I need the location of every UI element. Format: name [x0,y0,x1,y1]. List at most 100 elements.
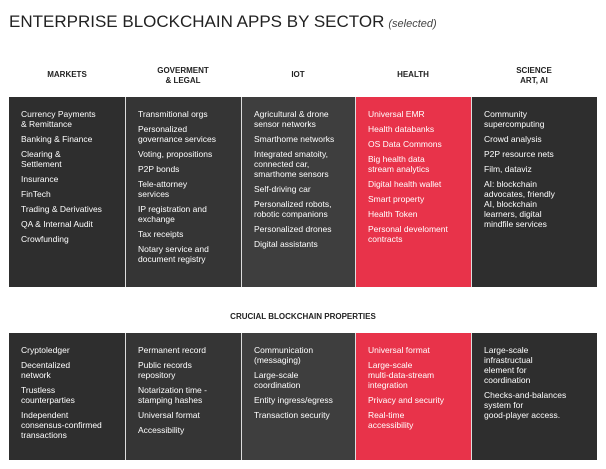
header-line: ART, AI [520,76,548,85]
properties-panel: Cryptoledger Decentalized network Trustless… [9,333,597,460]
item-line: Health Token [368,209,418,219]
item-line: IP registration and [138,204,207,214]
list-item: Big health data stream analytics [368,154,467,174]
item-line: Communication [254,345,314,355]
list-item: P2P resource nets [484,149,593,159]
column: Large-scale infrastructual element for coor… [471,333,597,460]
column: Universal EMR Health databanks OS Data Com… [355,97,471,287]
item-line: transactions [21,430,67,440]
item-line: (messaging) [254,355,301,365]
item-line: Digital health wallet [368,179,442,189]
list-item: Universal EMR [368,109,467,119]
item-line: network [21,370,51,380]
list-item: Currency Payments & Remittance [21,109,121,129]
list-item: Film, dataviz [484,164,593,174]
item-line: advocates, friendly [484,189,555,199]
column: Transmitional orgs Personalized governance… [125,97,241,287]
title: ENTERPRISE BLOCKCHAIN APPS BY SECTOR (sel… [9,12,437,32]
item-line: Self-driving car [254,184,311,194]
list-item: Crowd analysis [484,134,593,144]
item-line: repository [138,370,176,380]
header-line: GOVERMENT [157,66,209,75]
item-line: Voting, propositions [138,149,213,159]
item-line: Crowd analysis [484,134,542,144]
item-line: exchange [138,214,175,224]
list-item: Independent consensus-confirmed transactio… [21,410,121,440]
item-line: learners, digital [484,209,542,219]
item-line: accessibility [368,420,414,430]
header-line: HEALTH [397,70,429,79]
item-line: stamping hashes [138,395,203,405]
list-item: Smarthome networks [254,134,351,144]
item-line: Smarthome networks [254,134,335,144]
list-item: Health Token [368,209,467,219]
list-item: Permanent record [138,345,237,355]
item-line: Universal EMR [368,109,425,119]
item-line: system for [484,400,524,410]
column-header: MARKETS [9,70,125,80]
item-line: mindfile services [484,219,547,229]
list-item: Communication (messaging) [254,345,351,365]
item-line: services [138,189,170,199]
item-line: Insurance [21,174,59,184]
item-line: P2P resource nets [484,149,554,159]
list-item: Entity ingress/egress [254,395,351,405]
list-item: Notary service and document registry [138,244,237,264]
item-line: Banking & Finance [21,134,93,144]
column: Communication (messaging) Large-scale coord… [241,333,355,460]
list-item: Digital health wallet [368,179,467,189]
header-line: SCIENCE [516,66,552,75]
item-line: AI: blockchain [484,179,537,189]
list-item: Large-scale coordination [254,370,351,390]
list-item: Cryptoledger [21,345,121,355]
item-line: robotic companions [254,209,328,219]
list-item: Tele-attorney services [138,179,237,199]
item-line: Transmitional orgs [138,109,208,119]
item-line: Tax receipts [138,229,184,239]
column: Universal format Large-scale multi-data-st… [355,333,471,460]
list-item: Clearing & Settlement [21,149,121,169]
item-line: infrastructual [484,355,533,365]
list-item: AI: blockchain advocates, friendly AI, blo… [484,179,593,229]
list-item: Tax receipts [138,229,237,239]
item-line: FinTech [21,189,51,199]
list-item: Crowfunding [21,234,121,244]
list-item: Digital assistants [254,239,351,249]
item-line: Integrated smatoity, [254,149,329,159]
item-line: Real-time [368,410,405,420]
list-item: P2P bonds [138,164,237,174]
list-item: Voting, propositions [138,149,237,159]
list-item: Trustless counterparties [21,385,121,405]
header-line: IOT [291,70,305,79]
item-line: Clearing & [21,149,61,159]
list-item: Integrated smatoity, connected car, smarth… [254,149,351,179]
item-line: Personalized [138,124,188,134]
item-line: Crowfunding [21,234,69,244]
item-line: Film, dataviz [484,164,532,174]
list-item: Personalized drones [254,224,351,234]
sector-panel: Currency Payments & Remittance Banking & F… [9,97,597,287]
list-item: FinTech [21,189,121,199]
item-line: Personal develoment [368,224,448,234]
list-item: Checks-and-balances system for good-player… [484,390,593,420]
item-line: supercomputing [484,119,545,129]
item-line: Privacy and security [368,395,445,405]
item-line: Public records [138,360,192,370]
item-line: Agricultural & drone [254,109,329,119]
item-line: Large-scale [254,370,299,380]
item-line: Cryptoledger [21,345,70,355]
list-item: Personalized governance services [138,124,237,144]
item-line: Permanent record [138,345,207,355]
column-header: HEALTH [355,70,471,80]
column: Cryptoledger Decentalized network Trustless… [9,333,125,460]
list-item: Privacy and security [368,395,467,405]
column-header: GOVERMENT & LEGAL [125,66,241,86]
item-line: QA & Internal Audit [21,219,93,229]
item-line: consensus-confirmed [21,420,102,430]
list-item: Large-scale multi-data-stream integration [368,360,467,390]
item-line: Digital assistants [254,239,318,249]
column-header: SCIENCE ART, AI [471,66,597,86]
column: Community supercomputing Crowd analysis P2P… [471,97,597,287]
header-line: & LEGAL [165,76,201,85]
